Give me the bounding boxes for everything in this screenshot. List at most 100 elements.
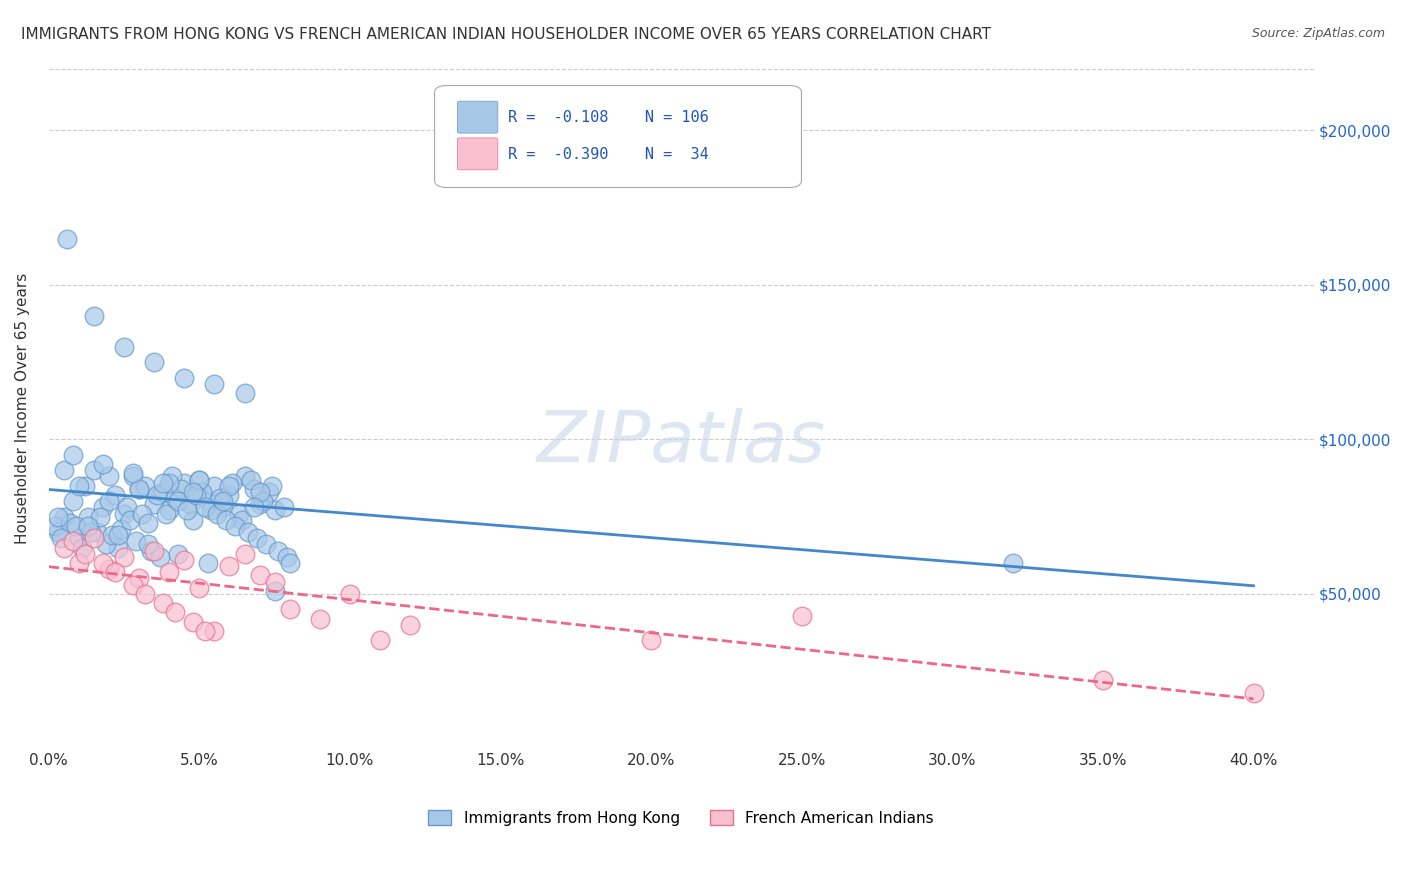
Point [308, 612, 330, 626]
Point [115, 500, 138, 515]
Text: Source: ZipAtlas.com: Source: ZipAtlas.com [1251, 27, 1385, 40]
Point [215, 513, 238, 527]
Point [125, 534, 148, 549]
Point [62, 448, 84, 462]
Point [202, 376, 225, 391]
Point [101, 528, 124, 542]
Point [194, 624, 217, 638]
Point [233, 469, 256, 483]
Point [245, 531, 267, 545]
Text: R =  -0.390    N =  34: R = -0.390 N = 34 [508, 146, 709, 161]
Point [67, 479, 90, 493]
Point [152, 475, 174, 490]
Point [112, 549, 135, 564]
Point [399, 617, 422, 632]
Point [339, 587, 361, 601]
Point [254, 537, 277, 551]
Point [52, 463, 75, 477]
Point [143, 355, 166, 369]
Point [98, 494, 121, 508]
Point [157, 566, 180, 580]
Point [52, 541, 75, 555]
Point [228, 507, 250, 521]
FancyBboxPatch shape [434, 86, 801, 187]
Point [70, 541, 93, 555]
Point [56, 231, 79, 245]
Point [120, 513, 142, 527]
Point [242, 482, 264, 496]
Point [263, 583, 285, 598]
Point [134, 587, 156, 601]
Point [266, 543, 288, 558]
Text: ZIPatlas: ZIPatlas [537, 408, 825, 477]
Point [233, 386, 256, 401]
Point [89, 509, 111, 524]
Point [179, 497, 201, 511]
Point [249, 497, 271, 511]
Point [170, 482, 193, 496]
Point [173, 475, 195, 490]
Point [368, 633, 391, 648]
Point [46, 525, 69, 540]
Point [112, 507, 135, 521]
Point [202, 479, 225, 493]
Point [136, 516, 159, 530]
Point [212, 494, 235, 508]
Point [188, 473, 211, 487]
Point [176, 503, 198, 517]
Point [200, 503, 222, 517]
Legend: Immigrants from Hong Kong, French American Indians: Immigrants from Hong Kong, French Americ… [422, 804, 941, 832]
Point [44, 519, 66, 533]
Point [67, 531, 90, 545]
Point [65, 519, 87, 533]
FancyBboxPatch shape [457, 138, 498, 169]
Point [73, 547, 96, 561]
Point [197, 556, 219, 570]
Point [83, 463, 105, 477]
Point [83, 309, 105, 323]
Point [143, 543, 166, 558]
Point [202, 624, 225, 638]
Point [162, 469, 184, 483]
Point [278, 602, 301, 616]
Point [188, 473, 211, 487]
Point [221, 475, 243, 490]
Point [67, 556, 90, 570]
Point [252, 494, 274, 508]
Point [59, 516, 82, 530]
Point [1001, 556, 1024, 570]
Point [191, 485, 214, 500]
Point [128, 482, 150, 496]
Point [173, 553, 195, 567]
Point [157, 503, 180, 517]
Point [136, 537, 159, 551]
Point [122, 577, 145, 591]
Point [218, 479, 240, 493]
Point [273, 500, 295, 515]
Y-axis label: Householder Income Over 65 years: Householder Income Over 65 years [15, 273, 30, 544]
Point [83, 531, 105, 545]
Point [157, 475, 180, 490]
Point [62, 494, 84, 508]
Point [77, 519, 100, 533]
Point [181, 485, 204, 500]
Point [231, 513, 253, 527]
Point [134, 479, 156, 493]
Point [73, 479, 96, 493]
Point [91, 457, 114, 471]
Point [152, 596, 174, 610]
Point [276, 549, 298, 564]
Point [260, 479, 283, 493]
Point [143, 497, 166, 511]
Point [640, 633, 662, 648]
Point [188, 581, 211, 595]
Point [257, 485, 280, 500]
Point [128, 482, 150, 496]
FancyBboxPatch shape [457, 101, 498, 133]
Point [49, 531, 72, 545]
Point [104, 566, 127, 580]
Point [194, 500, 217, 515]
Point [98, 469, 121, 483]
Point [242, 500, 264, 515]
Point [173, 370, 195, 384]
